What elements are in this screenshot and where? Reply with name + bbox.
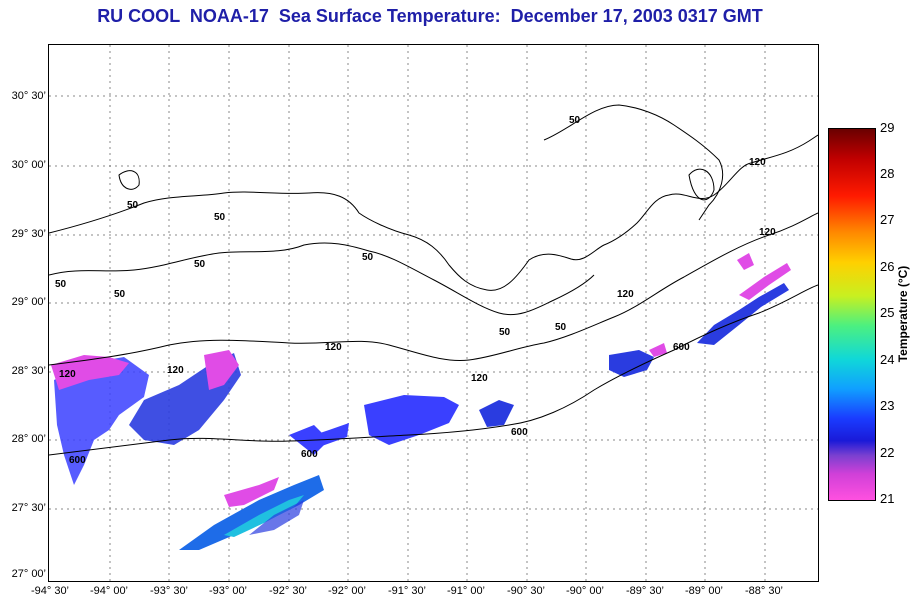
colorbar-title: Temperature (°C): [896, 265, 910, 363]
contour-600: [49, 284, 818, 456]
colorbar-tick: 25: [880, 305, 895, 320]
latitude-label: 28° 30’: [11, 365, 46, 377]
bathymetry-label: 120: [471, 373, 488, 384]
longitude-label: -88° 30’: [744, 585, 784, 597]
bathymetry-label: 50: [362, 252, 374, 263]
temperature-colorbar: [828, 128, 876, 501]
longitude-label: -91° 30’: [387, 585, 427, 597]
longitude-label: -92° 00’: [327, 585, 367, 597]
colorbar-tick: 29: [880, 120, 895, 135]
bathymetry-label: 50: [55, 279, 67, 290]
colorbar-tick: 28: [880, 166, 895, 181]
colorbar-tick: 23: [880, 398, 895, 413]
map-frame: 50 50 50 50 50 50 50 50 50 120 120 120 1…: [48, 44, 819, 582]
colorbar-tick: 24: [880, 352, 895, 367]
bathymetry-label: 120: [759, 227, 776, 238]
bathymetry-label: 600: [511, 427, 528, 438]
latitude-label: 30° 00’: [11, 159, 46, 171]
sst-patch-streak: [179, 475, 324, 550]
bathymetry-label: 50: [127, 200, 139, 211]
longitude-label: -89° 30’: [625, 585, 665, 597]
longitude-label: -91° 00’: [446, 585, 486, 597]
bathymetry-label: 50: [569, 115, 581, 126]
sst-patch-east: [609, 350, 654, 377]
longitude-label: -93° 30’: [149, 585, 189, 597]
sst-patch-streak-cyan: [224, 495, 304, 537]
bathymetry-label: 50: [194, 259, 206, 270]
latitude-label: 29° 30’: [11, 228, 46, 240]
latitude-label: 29° 00’: [11, 296, 46, 308]
sst-patch-west: [54, 357, 149, 485]
sst-patch-far-east-mag: [739, 263, 791, 300]
bathymetry-label: 600: [301, 449, 318, 460]
latitude-label: 27° 00’: [11, 568, 46, 580]
bathymetry-label: 120: [167, 365, 184, 376]
sst-patch-mid: [364, 395, 459, 445]
bathymetry-label: 50: [214, 212, 226, 223]
latitude-label: 28° 00’: [11, 433, 46, 445]
bathymetry-label: 600: [673, 342, 690, 353]
map-title: RU COOL NOAA-17 Sea Surface Temperature:…: [97, 6, 763, 26]
longitude-label: -92° 30’: [268, 585, 308, 597]
latitude-label: 27° 30’: [11, 502, 46, 514]
bathymetry-label: 120: [749, 157, 766, 168]
bathymetry-label: 120: [59, 369, 76, 380]
colorbar-tick: 22: [880, 445, 895, 460]
colorbar-tick: 27: [880, 212, 895, 227]
sst-patch-streak3: [224, 477, 279, 507]
graticule: [49, 45, 818, 581]
bathymetry-label: 50: [499, 327, 511, 338]
bathymetry-label: 50: [114, 289, 126, 300]
colorbar-tick: 21: [880, 491, 895, 506]
longitude-label: -90° 00’: [565, 585, 605, 597]
longitude-label: -89° 00’: [684, 585, 724, 597]
bathymetry-contours: [49, 212, 818, 456]
bathymetry-label: 600: [69, 455, 86, 466]
contour-50: [49, 242, 595, 315]
sst-patches: [51, 253, 791, 550]
sst-patch-west3: [204, 350, 239, 390]
longitude-label: -94° 30’: [30, 585, 70, 597]
sst-patch-far-east: [697, 283, 789, 345]
map-canvas: 50 50 50 50 50 50 50 50 50 120 120 120 1…: [49, 45, 818, 581]
longitude-label: -93° 00’: [208, 585, 248, 597]
latitude-label: 30° 30’: [11, 90, 46, 102]
longitude-label: -94° 00’: [89, 585, 129, 597]
bathymetry-label: 120: [325, 342, 342, 353]
sst-patch-mid2: [299, 423, 349, 447]
island-2: [688, 168, 715, 201]
coastline-path: [49, 134, 818, 291]
island-1: [118, 170, 140, 190]
coastline: [49, 104, 818, 291]
sst-patch-mid3: [479, 400, 514, 427]
contour-120: [49, 212, 818, 366]
sst-patch-streak2: [249, 500, 304, 535]
bathymetry-label: 120: [617, 289, 634, 300]
delta-outline: [543, 104, 724, 221]
longitude-label: -90° 30’: [506, 585, 546, 597]
sst-patch-far-east-mag2: [737, 253, 754, 270]
colorbar-tick: 26: [880, 259, 895, 274]
sst-patch-west-magenta: [51, 355, 129, 390]
sst-patch-east-mag: [649, 343, 667, 357]
bathymetry-label: 50: [555, 322, 567, 333]
